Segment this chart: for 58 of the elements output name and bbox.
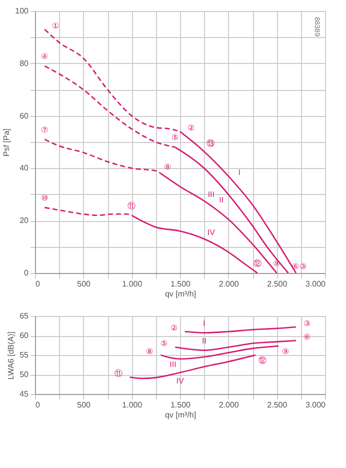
- y-tick-label: 100: [15, 6, 30, 16]
- annotation: IV: [207, 228, 216, 237]
- x-tick-label: 2.000: [218, 280, 240, 288]
- x-tick-label: 0: [36, 280, 40, 288]
- x-tick-label: 3.000: [305, 280, 326, 288]
- x-tick-label: 1.000: [122, 280, 143, 288]
- y-tick-label: 0: [24, 268, 30, 278]
- y-axis-title: Psf [Pa]: [2, 128, 12, 157]
- x-axis-title: qv [m³/h]: [164, 410, 196, 420]
- annotation: ⑫: [258, 356, 266, 365]
- annotation: ①: [52, 21, 60, 30]
- x-tick-label: 2.000: [218, 400, 240, 410]
- annotation: ⑨: [282, 347, 290, 356]
- x-axis-title: qv [m³/h]: [164, 290, 196, 298]
- annotation: III: [170, 360, 176, 369]
- annotation: II: [219, 195, 224, 204]
- x-tick-label: 1.000: [122, 400, 143, 410]
- y-tick-label: 65: [20, 312, 30, 320]
- y-axis-title: LWA6 [dB(A)]: [6, 331, 16, 380]
- annotation: ④: [41, 52, 48, 62]
- line-series: [129, 354, 256, 380]
- x-tick-label: 3.000: [305, 400, 326, 410]
- y-tick-label: 80: [20, 58, 30, 68]
- x-tick-label: 1.500: [170, 280, 192, 288]
- x-tick-label: 2.500: [267, 400, 288, 410]
- annotation: ③: [300, 262, 306, 271]
- x-tick-label: 500: [77, 400, 92, 410]
- annotation: III: [208, 190, 215, 199]
- y-tick-label: 50: [20, 370, 30, 379]
- annotation: I: [238, 168, 240, 178]
- annotation: ⑫: [253, 259, 262, 268]
- annotation: ②: [170, 324, 178, 333]
- x-tick-label: 1.500: [170, 400, 192, 410]
- y-tick-label: 60: [20, 331, 30, 340]
- y-tick-label: 45: [20, 390, 30, 398]
- y-tick-label: 55: [20, 350, 30, 360]
- annotation: ③: [304, 318, 310, 328]
- annotation: I: [203, 318, 206, 328]
- y-tick-label: 60: [20, 111, 30, 120]
- x-tick-label: 500: [77, 280, 92, 288]
- annotation: ⑪: [114, 369, 123, 378]
- annotation: IV: [176, 376, 184, 386]
- annotation: II: [202, 336, 206, 346]
- annotation: ②: [188, 124, 194, 133]
- x-tick-label: 0: [36, 400, 40, 410]
- annotation: ⑧: [164, 162, 172, 172]
- y-tick-label: 20: [20, 216, 30, 226]
- y-tick-label: 40: [20, 164, 30, 173]
- annotation: ⑧: [146, 347, 154, 356]
- annotation: ⑦: [41, 125, 48, 134]
- annotation: ⑤: [172, 133, 179, 142]
- annotation: ⑬: [206, 139, 214, 148]
- annotation: ⑥: [292, 262, 299, 271]
- annotation: ⑤: [160, 339, 168, 348]
- x-tick-label: 2.500: [267, 280, 288, 288]
- annotation: ⑩: [41, 194, 48, 202]
- annotation: ⑪: [128, 201, 136, 210]
- annotation: ⑥: [304, 332, 310, 342]
